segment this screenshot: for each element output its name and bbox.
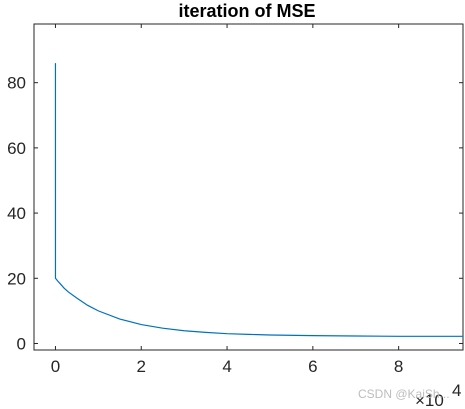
watermark-text: CSDN @KaiSh...: [358, 387, 450, 401]
x-tick-label: 4: [222, 357, 231, 376]
y-tick-label: 40: [7, 204, 26, 223]
plot-area: [33, 23, 464, 351]
x-tick-label: 6: [308, 357, 317, 376]
y-tick-label: 20: [7, 269, 26, 288]
x-tick-label: 0: [51, 357, 60, 376]
x-axis: 0 2 4 6 8: [51, 24, 403, 376]
x-tick-label: 2: [137, 357, 146, 376]
y-tick-label: 60: [7, 139, 26, 158]
series-line-mse: [54, 63, 463, 337]
x-exponent-base: ×10: [415, 391, 444, 409]
y-tick-label: 80: [7, 74, 26, 93]
chart-title: iteration of MSE: [178, 1, 315, 21]
y-axis: 0 20 40 60 80: [7, 74, 463, 353]
y-tick-label: 0: [17, 334, 26, 353]
x-exponent-power: 4: [452, 381, 461, 400]
x-tick-label: 8: [394, 357, 403, 376]
